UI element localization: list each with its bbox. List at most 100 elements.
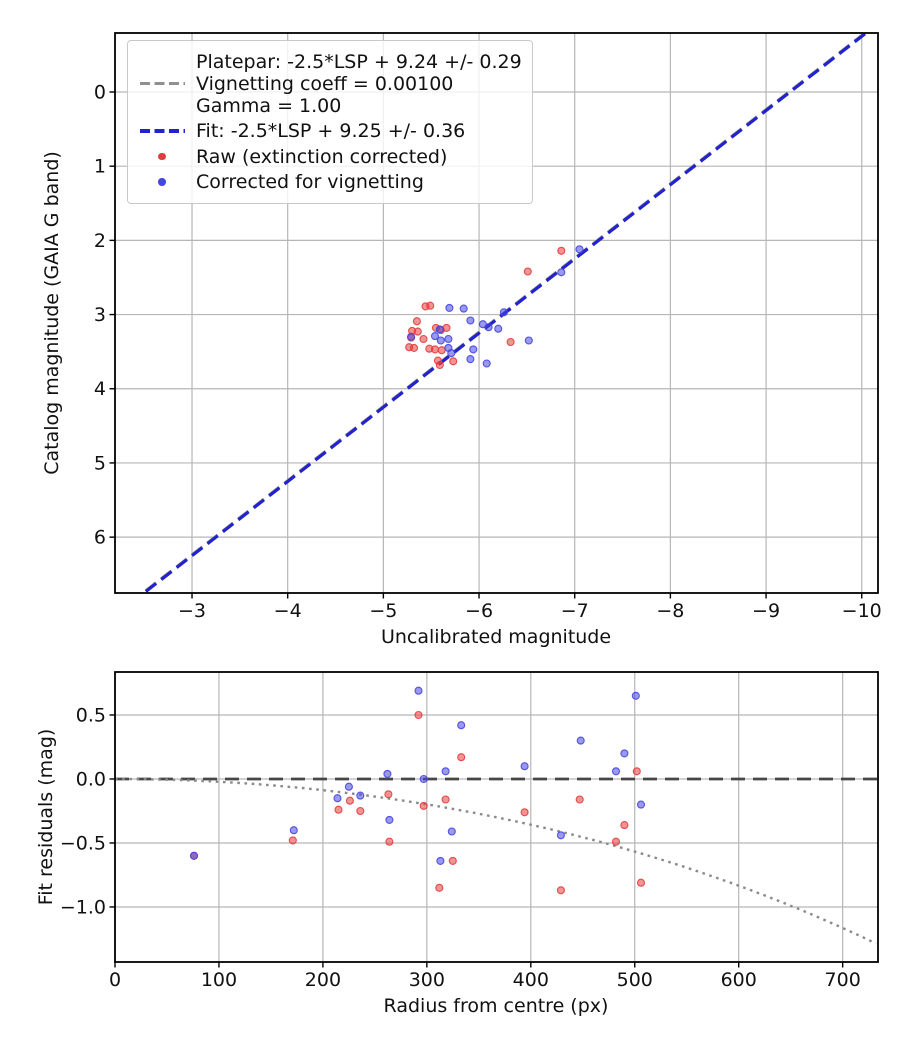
y-tick-label: 2 xyxy=(94,230,106,252)
data-point xyxy=(344,782,353,791)
x-tick-label: 600 xyxy=(721,969,757,991)
data-point xyxy=(557,246,566,255)
plot-border xyxy=(114,671,879,963)
data-point xyxy=(520,762,529,771)
x-tick-label: 0 xyxy=(109,969,121,991)
y-tick-label: 0.5 xyxy=(76,705,106,727)
data-point xyxy=(356,806,365,816)
data-point xyxy=(611,767,621,776)
data-point xyxy=(457,753,466,762)
x-tick-label: −3 xyxy=(178,600,206,622)
data-point xyxy=(289,826,298,835)
data-point xyxy=(433,356,442,365)
y-tick-label: 0.0 xyxy=(76,768,106,790)
data-point xyxy=(288,836,297,845)
scatter-series xyxy=(189,710,646,895)
residuals-plot: 0 100 200 300 400 500 600 700 0.5 0.0 −0.5 −1.0 xyxy=(60,671,879,991)
platepar-dashed-line-marker xyxy=(136,73,188,95)
x-tick-label: 300 xyxy=(409,969,445,991)
gridlines xyxy=(115,33,878,593)
data-point xyxy=(447,349,456,358)
legend-entry-raw: Raw (extinction corrected) xyxy=(136,146,522,168)
y-tick-label: 5 xyxy=(94,452,106,474)
fit-line xyxy=(141,33,869,593)
data-point xyxy=(430,345,440,354)
data-point xyxy=(383,769,392,778)
x-tick-label: −6 xyxy=(465,600,493,622)
data-point xyxy=(414,686,423,695)
data-point xyxy=(412,317,421,326)
axis-ticks: −3 −4 −5 −6 −7 −8 −9 −10 0 1 2 3 4 5 6 xyxy=(94,81,882,622)
plot-border xyxy=(114,32,879,594)
legend-platepar-line2: Vignetting coeff = 0.00100 xyxy=(196,72,454,95)
x-tick-label: −10 xyxy=(842,600,882,622)
x-tick-label: −4 xyxy=(274,600,302,622)
scatter-series xyxy=(407,245,584,368)
x-tick-label: −5 xyxy=(369,600,397,622)
y-tick-label: −0.5 xyxy=(60,832,106,854)
data-point xyxy=(576,736,585,745)
data-point xyxy=(413,327,422,336)
bottom-plot-x-axis-label: Radius from centre (px) xyxy=(383,995,609,1017)
data-point xyxy=(445,303,454,312)
scatter-series xyxy=(405,246,566,370)
data-point xyxy=(506,337,515,347)
y-tick-label: 4 xyxy=(94,378,106,400)
x-tick-label: 100 xyxy=(201,969,237,991)
data-point xyxy=(556,886,565,895)
raw-dot-marker xyxy=(136,146,188,168)
x-tick-label: 700 xyxy=(825,969,861,991)
data-point xyxy=(482,359,491,368)
data-point xyxy=(384,790,393,799)
x-tick-label: −7 xyxy=(561,600,589,622)
data-point xyxy=(334,805,343,814)
data-point xyxy=(419,801,428,810)
x-tick-label: 500 xyxy=(617,969,653,991)
legend-raw-label: Raw (extinction corrected) xyxy=(196,145,448,168)
vignetting-model-curve xyxy=(115,777,877,945)
data-point xyxy=(447,827,456,836)
legend-platepar-line1: Platepar: -2.5*LSP + 9.24 +/- 0.29 xyxy=(196,50,522,73)
data-point xyxy=(436,336,445,345)
y-tick-label: 3 xyxy=(94,304,106,326)
data-point xyxy=(409,343,419,352)
data-point xyxy=(441,767,450,776)
y-tick-label: 0 xyxy=(94,81,106,103)
legend-platepar-line3: Gamma = 1.00 xyxy=(196,94,342,117)
fit-dashed-line-marker xyxy=(136,120,188,142)
top-plot-x-axis-label: Uncalibrated magnitude xyxy=(380,626,612,648)
data-point xyxy=(444,334,453,344)
data-point xyxy=(636,878,646,887)
data-point xyxy=(345,796,354,805)
data-point xyxy=(636,800,646,809)
data-point xyxy=(575,795,584,804)
data-point xyxy=(414,710,423,720)
data-point xyxy=(620,749,629,758)
data-point xyxy=(523,267,532,276)
data-point xyxy=(435,883,444,892)
x-tick-label: −8 xyxy=(656,600,684,622)
data-point xyxy=(499,308,508,317)
data-point xyxy=(466,316,475,325)
data-point xyxy=(385,837,394,846)
data-point xyxy=(620,821,629,830)
top-plot-y-axis-label: Catalog magnitude (GAIA G band) xyxy=(41,151,63,475)
data-point xyxy=(441,795,450,804)
data-point xyxy=(631,691,640,700)
data-point xyxy=(430,332,440,341)
bottom-plot-y-axis-label: Fit residuals (mag) xyxy=(35,728,57,906)
data-point xyxy=(469,345,478,354)
legend-fit-label: Fit: -2.5*LSP + 9.25 +/- 0.36 xyxy=(196,120,466,142)
y-tick-label: 6 xyxy=(94,527,106,549)
data-point xyxy=(448,856,457,865)
corrected-dot-marker xyxy=(136,171,188,193)
data-point xyxy=(419,774,428,784)
data-point xyxy=(494,324,503,333)
x-tick-label: −9 xyxy=(752,600,780,622)
data-point xyxy=(632,767,641,776)
data-point xyxy=(484,323,493,332)
data-point xyxy=(449,357,458,366)
axis-ticks: 0 100 200 300 400 500 600 700 0.5 0.0 −0.5 −1.0 xyxy=(60,705,861,991)
